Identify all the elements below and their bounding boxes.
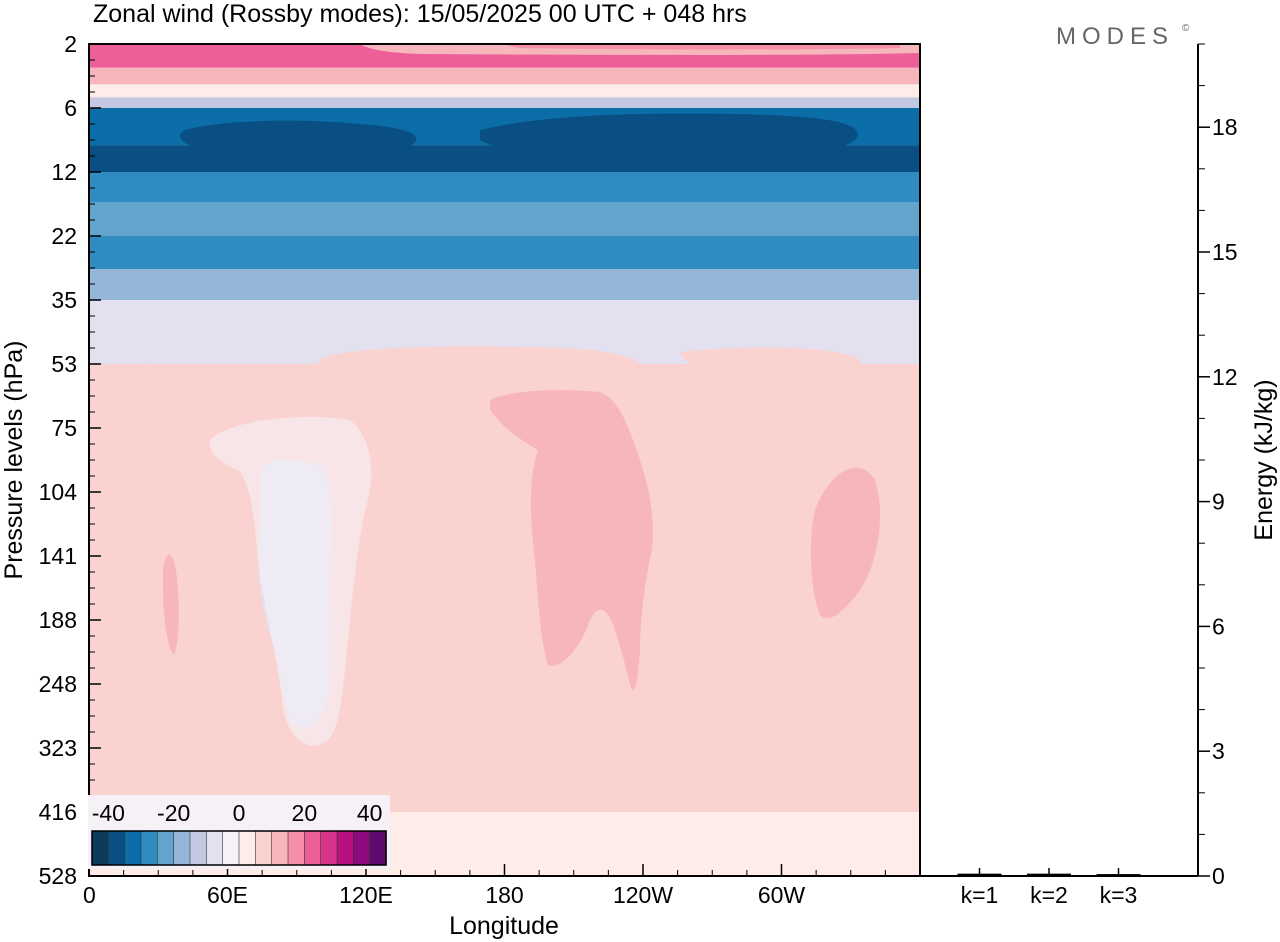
- colorbar-swatch: [173, 830, 191, 866]
- colorbar-swatch: [124, 830, 142, 866]
- zonal-wind-contours: [90, 44, 920, 780]
- y-tick-label: 248: [39, 671, 77, 697]
- colorbar-swatch: [271, 830, 289, 866]
- contour-pink-core-center: [490, 390, 653, 690]
- energy-category-label: k=2: [1030, 882, 1068, 908]
- colorbar-swatch: [336, 830, 355, 866]
- y-tick-label: 6: [64, 95, 77, 121]
- contour-pink-region-west: [94, 363, 215, 404]
- chart-title: Zonal wind (Rossby modes): 15/05/2025 00…: [93, 0, 747, 28]
- energy-tick-label: 12: [1212, 364, 1238, 390]
- energy-tick-label: 9: [1212, 489, 1225, 515]
- energy-tick-label: 6: [1212, 613, 1225, 639]
- y-tick-label: 2: [64, 31, 77, 57]
- x-tick-label: 60W: [758, 882, 806, 908]
- contour-pink-region-far-east: [898, 368, 920, 398]
- colorbar-swatch: [91, 830, 110, 866]
- x-tick-label: 120W: [613, 882, 673, 908]
- y-tick-label: 141: [39, 543, 77, 569]
- colorbar-label: 0: [233, 800, 246, 826]
- x-tick-label: 60E: [207, 882, 248, 908]
- contour-upper-pink-core: [500, 44, 900, 50]
- x-tick-label: 120E: [339, 882, 393, 908]
- longitude-axis: 0 60E 120E 180 120W 60W: [83, 864, 886, 908]
- contour-weak-westerly-west: [209, 416, 372, 746]
- colorbar-swatch: [304, 830, 322, 866]
- energy-tick-label: 0: [1212, 863, 1225, 889]
- wind-band: [89, 202, 920, 236]
- y-tick-label: 528: [39, 863, 77, 889]
- energy-category-label: k=3: [1100, 882, 1138, 908]
- contour-easterly-core-west: [180, 120, 417, 156]
- energy-category-label: k=1: [961, 882, 999, 908]
- colorbar-swatch: [369, 830, 387, 866]
- energy-panel-background: [920, 44, 1198, 876]
- y-tick-label: 22: [51, 223, 77, 249]
- contour-pink-core-west: [163, 555, 179, 655]
- colorbar-swatch: [108, 830, 126, 866]
- colorbar-swatch: [157, 830, 175, 866]
- contour-easterly-core-east: [480, 113, 858, 167]
- energy-tick-label: 18: [1212, 114, 1238, 140]
- x-axis-label: Longitude: [449, 912, 559, 940]
- y-tick-label: 104: [39, 479, 78, 505]
- y-axis-label: Pressure levels (hPa): [0, 341, 28, 580]
- energy-axis: 0 3 6 9 12 15 18: [1198, 43, 1238, 889]
- wind-band: [89, 97, 920, 108]
- wind-band: [89, 236, 920, 270]
- colorbar-swatch: [189, 830, 208, 866]
- colorbar-swatch: [255, 830, 273, 866]
- wind-band: [89, 172, 920, 203]
- contour-pink-core-east: [810, 467, 880, 619]
- y-tick-label: 53: [51, 351, 77, 377]
- wind-band: [89, 67, 920, 85]
- y-tick-label: 416: [39, 799, 77, 825]
- colorbar-frame: [91, 830, 387, 866]
- colorbar-swatch: [238, 830, 257, 866]
- colorbar-label: -20: [157, 800, 190, 826]
- colorbar-swatch: [140, 830, 159, 866]
- colorbar-label: -40: [92, 800, 125, 826]
- pressure-axis: 2 6 12 22 35 53 75 104 141 188 248 323 416 528: [39, 31, 101, 889]
- x-tick-label: 180: [485, 882, 523, 908]
- wind-band: [89, 269, 920, 300]
- energy-tick-label: 3: [1212, 738, 1225, 764]
- energy-tick-label: 15: [1212, 239, 1238, 265]
- energy-bars: k=1 k=2 k=3: [957, 868, 1141, 908]
- colorbar-swatch: [320, 830, 338, 866]
- logo-copyright-mark: ©: [1182, 23, 1190, 34]
- y-tick-label: 12: [51, 159, 77, 185]
- y-tick-label: 75: [51, 415, 77, 441]
- energy-axis-label: Energy (kJ/kg): [1250, 379, 1278, 540]
- y-tick-label: 188: [39, 607, 77, 633]
- colorbar-swatch: [206, 830, 224, 866]
- energy-panel: 0 3 6 9 12 15 18 k=1 k=2 k=3: [919, 43, 1238, 908]
- colorbar-swatch: [222, 830, 240, 866]
- y-tick-label: 323: [39, 735, 77, 761]
- colorbar-swatch: [287, 830, 306, 866]
- y-tick-label: 35: [51, 287, 77, 313]
- wind-band: [89, 84, 920, 98]
- colorbar-swatch: [353, 830, 371, 866]
- colorbar-label: 20: [292, 800, 318, 826]
- colorbar-label: 40: [357, 800, 383, 826]
- zonal-wind-panel: 2 6 12 22 35 53 75 104 141 188 248 323 416 528 0 60E 12…: [39, 31, 921, 908]
- x-tick-label: 0: [83, 882, 96, 908]
- contour-pink-region-sw: [90, 461, 207, 735]
- colorbar: -40 -20 0 20 40: [88, 795, 390, 869]
